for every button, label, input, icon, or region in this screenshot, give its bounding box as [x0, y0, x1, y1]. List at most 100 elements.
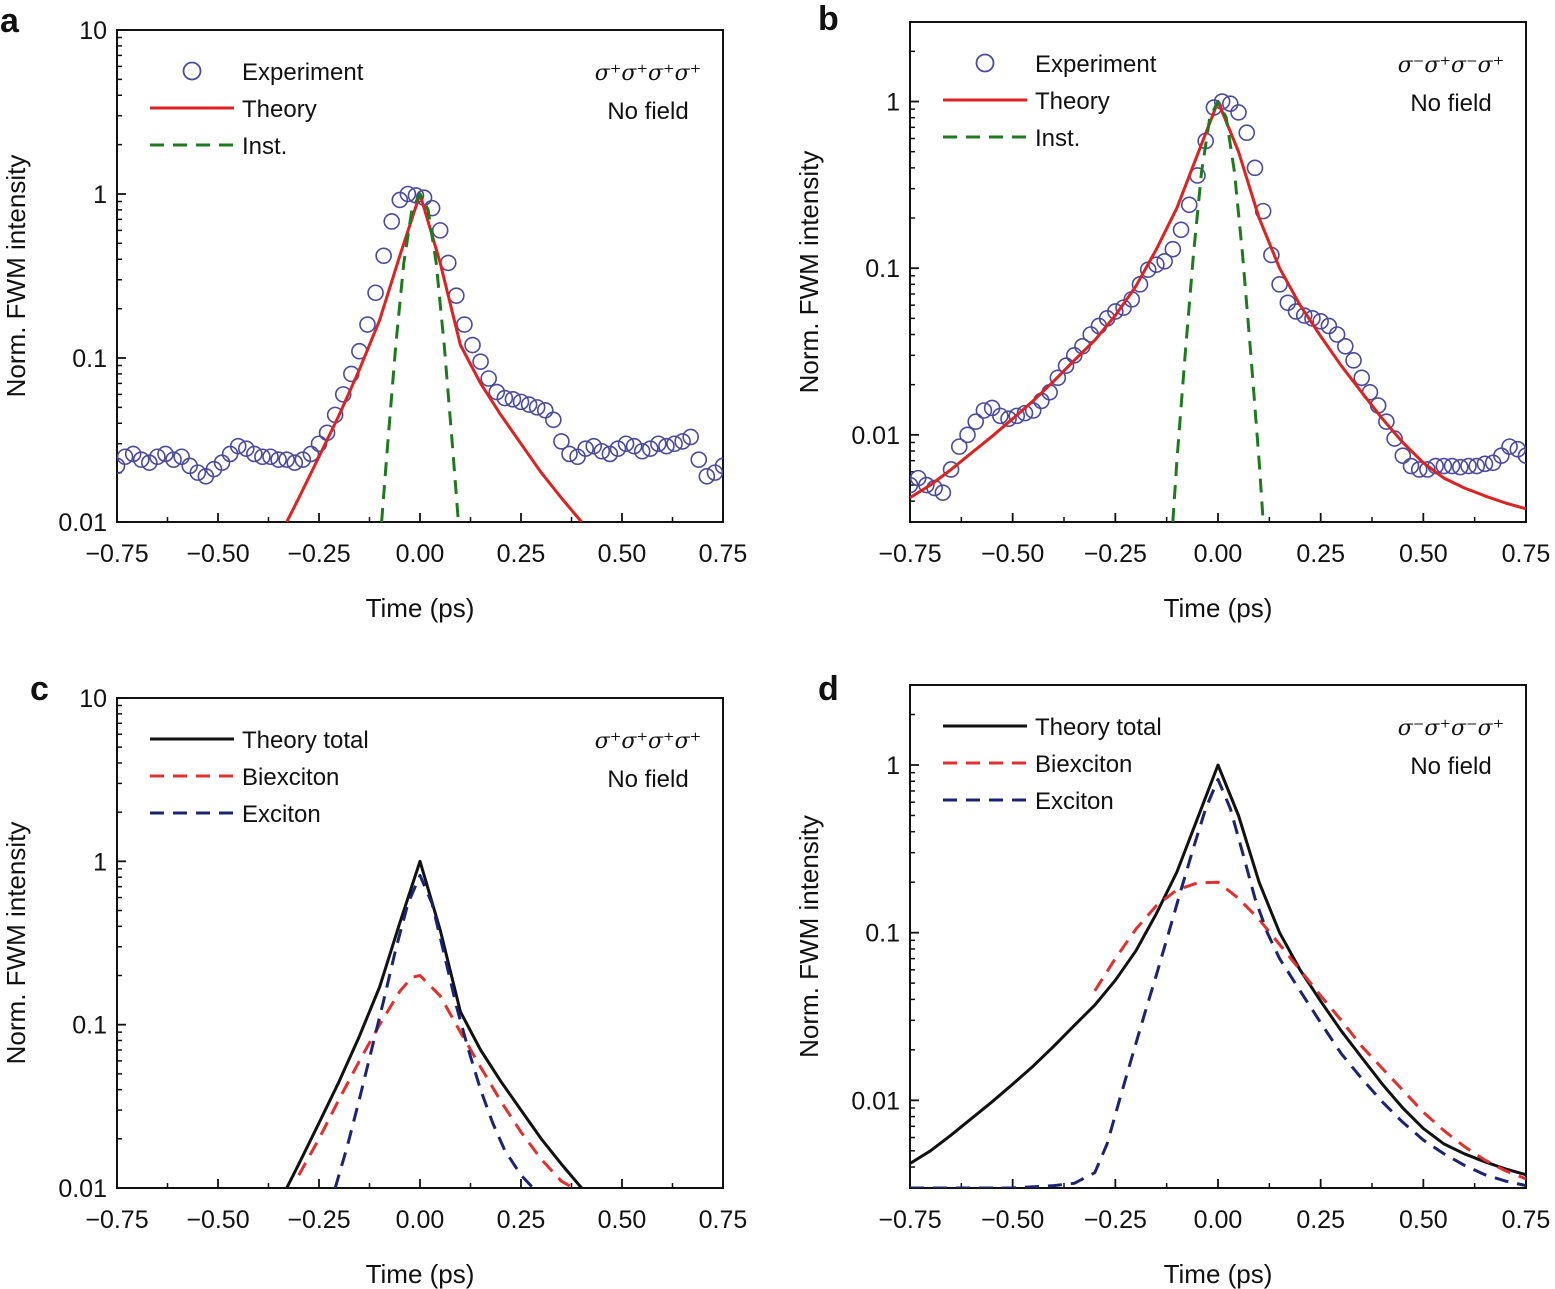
- legend-label: Exciton: [242, 801, 321, 828]
- experiment-marker: [278, 451, 295, 468]
- experiment-marker: [1246, 159, 1264, 177]
- experiment-marker: [633, 442, 651, 460]
- experiment-marker: [375, 247, 392, 265]
- experiment-marker: [975, 402, 993, 419]
- y-tick-label: 1: [886, 89, 900, 117]
- series-line-theory: [285, 192, 583, 522]
- condition-label: No field: [1410, 753, 1491, 780]
- experiment-marker: [286, 454, 304, 471]
- legend-c: Theory total Biexciton Exciton: [150, 727, 369, 828]
- experiment-marker: [918, 476, 935, 494]
- experiment-marker: [431, 222, 449, 239]
- panel-letter: a: [0, 2, 20, 40]
- x-axis-title: Time (ps): [366, 1259, 475, 1289]
- experiment-marker: [189, 464, 207, 481]
- series-experiment: [910, 93, 1526, 501]
- series-line-theory-total: [910, 763, 1526, 1177]
- experiment-marker: [577, 440, 594, 457]
- series-line-biexciton: [297, 974, 575, 1188]
- experiment-marker: [950, 438, 968, 455]
- x-tick-label: −0.75: [878, 1206, 941, 1234]
- series-experiment: [117, 185, 723, 485]
- experiment-marker: [1065, 347, 1083, 364]
- series-line-biexciton: [1093, 880, 1526, 1181]
- x-tick-label: 0.50: [1399, 1206, 1448, 1234]
- experiment-marker: [512, 393, 530, 411]
- x-tick-label: −0.50: [981, 1206, 1044, 1234]
- experiment-marker: [1107, 303, 1124, 320]
- experiment-marker: [117, 448, 134, 466]
- x-tick-label: 0.50: [598, 540, 647, 568]
- legend-label: Inst.: [1035, 125, 1080, 152]
- y-tick-label: 0.01: [851, 422, 900, 450]
- experiment-marker: [464, 336, 481, 354]
- experiment-marker: [1345, 352, 1362, 369]
- experiment-marker: [536, 401, 554, 419]
- legend-label: Inst.: [242, 133, 287, 160]
- y-tick-label: 0.01: [58, 509, 107, 537]
- experiment-marker: [617, 435, 635, 453]
- experiment-marker: [367, 284, 384, 302]
- experiment-marker: [690, 451, 708, 468]
- condition-label: No field: [607, 98, 688, 125]
- x-tick-label: 0.50: [1399, 540, 1448, 568]
- experiment-marker: [1353, 369, 1371, 387]
- y-tick-label: 0.1: [72, 345, 107, 373]
- experiment-marker: [1156, 252, 1173, 270]
- y-axis-title: Norm. FWM intensity: [794, 151, 824, 394]
- panel-letter: c: [30, 670, 49, 708]
- experiment-marker: [942, 461, 960, 478]
- experiment-marker: [334, 386, 352, 403]
- x-tick-label: 0.00: [1194, 1206, 1243, 1234]
- experiment-marker: [456, 316, 473, 333]
- experiment-marker: [504, 390, 522, 408]
- panel-d: −0.75 −0.50 −0.25 0.00 0.25 0.50 0.75 0.01 0.1 1 T…: [794, 670, 1550, 1289]
- experiment-marker: [1049, 369, 1067, 387]
- legend-label: Theory total: [242, 727, 369, 754]
- experiment-marker: [641, 440, 659, 457]
- experiment-marker: [1468, 457, 1486, 475]
- panel-b: −0.75 −0.50 −0.25 0.00 0.25 0.50 0.75 0.01 0.1 1 T…: [794, 0, 1550, 623]
- experiment-marker: [117, 457, 126, 475]
- experiment-marker: [1493, 447, 1510, 464]
- experiment-marker: [666, 435, 683, 453]
- experiment-marker: [520, 396, 538, 413]
- y-axis-title: Norm. FWM intensity: [794, 815, 824, 1058]
- experiment-marker: [254, 448, 271, 466]
- series-group-d: [910, 763, 1526, 1188]
- y-tick-label: 0.1: [865, 920, 900, 948]
- condition-label: No field: [607, 766, 688, 793]
- experiment-marker: [593, 442, 611, 460]
- experiment-marker: [1443, 457, 1461, 475]
- experiment-marker: [650, 435, 667, 453]
- series-line-exciton: [910, 777, 1526, 1188]
- experiment-marker: [270, 451, 287, 468]
- experiment-marker: [1180, 196, 1198, 214]
- y-axis-title: Norm. FWM intensity: [1, 155, 31, 398]
- panel-letter: d: [818, 670, 839, 708]
- y-tick-label: 1: [93, 181, 107, 209]
- legend-label: Biexciton: [1035, 751, 1132, 778]
- experiment-marker: [262, 448, 279, 466]
- panel-a: −0.75 −0.50 −0.25 0.00 0.25 0.50 0.75 0.01 0.1 1 1…: [0, 2, 747, 623]
- experiment-marker: [1024, 402, 1042, 419]
- x-tick-label: −0.25: [287, 540, 350, 568]
- experiment-marker: [1033, 392, 1050, 410]
- experiment-marker: [1394, 447, 1412, 464]
- series-line-exciton: [333, 873, 535, 1188]
- series-group-b: [910, 93, 1526, 522]
- experiment-marker: [1460, 457, 1477, 475]
- x-tick-label: 0.75: [1502, 1206, 1551, 1234]
- experiment-marker: [1312, 313, 1329, 330]
- series-line-theory-total: [285, 859, 583, 1188]
- x-tick-label: 0.00: [1194, 540, 1243, 568]
- experiment-marker: [569, 448, 586, 466]
- series-line-inst-: [380, 192, 460, 522]
- experiment-marker: [1410, 461, 1428, 478]
- experiment-marker: [545, 411, 562, 429]
- experiment-marker: [934, 484, 952, 501]
- x-tick-label: −0.75: [85, 1206, 148, 1234]
- experiment-marker: [983, 399, 1001, 417]
- x-tick-label: 0.25: [1296, 540, 1345, 568]
- legend-marker-icon: [975, 53, 995, 73]
